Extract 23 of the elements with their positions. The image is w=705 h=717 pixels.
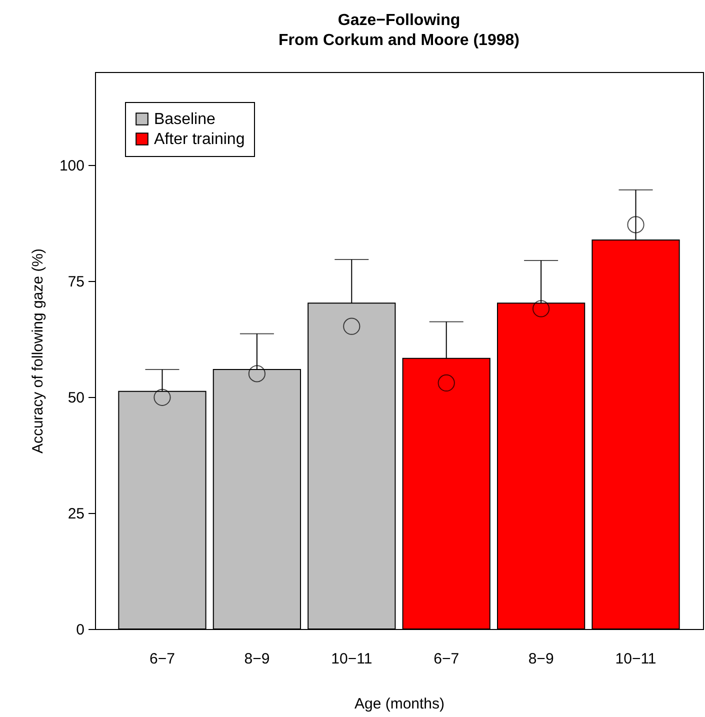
x-tick-label: 10−11 [331,650,372,668]
y-tick-label: 75 [68,273,84,290]
y-tick-label: 50 [68,389,84,406]
y-tick-label: 25 [68,505,84,522]
chart-title: Gaze−Following [338,12,460,29]
point [532,300,550,318]
x-tick-label: 8−9 [244,650,270,668]
x-tick-label: 6−7 [150,650,175,668]
y-tick-label: 100 [59,157,84,174]
point [627,216,644,234]
chart-subtitle: From Corkum and Moore (1998) [278,32,520,49]
legend-label: Baseline [154,111,216,128]
y-tick-label: 0 [76,622,84,638]
x-tick-label: 8−9 [528,650,554,668]
point [248,365,266,382]
point [438,374,455,392]
x-tick-label: 6−7 [434,650,460,668]
point [154,388,171,406]
x-tick-label: 10−11 [615,650,656,668]
y-axis-title: Accuracy of following gaze (%) [29,248,46,454]
point [343,318,360,335]
x-axis-title: Age (months) [354,696,445,712]
legend-label: After training [154,131,245,148]
